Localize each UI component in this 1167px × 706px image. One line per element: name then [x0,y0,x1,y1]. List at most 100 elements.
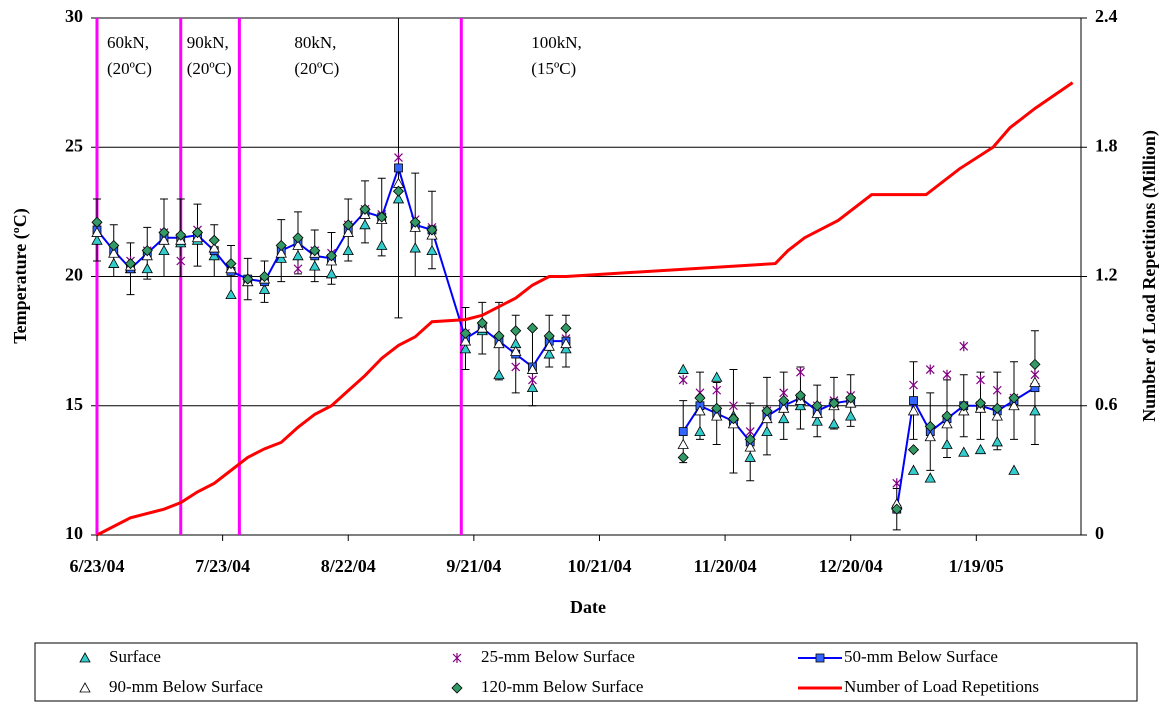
marker-triangle [141,262,153,274]
marker-triangle [778,402,790,413]
marker-diamond [778,395,790,407]
marker-triangle [924,430,936,442]
marker-diamond [891,503,903,515]
marker-triangle [292,249,304,261]
marker-diamond [924,420,936,432]
legend-marker [451,682,463,694]
marker-square [394,163,403,173]
marker-triangle [493,368,505,380]
y-tick-label: 10 [65,523,83,543]
marker-triangle [991,410,1003,421]
marker-diamond [242,273,254,285]
marker-diamond [476,317,488,329]
marker-triangle [459,335,472,346]
marker-diamond [744,433,756,445]
marker-diamond [811,400,823,412]
marker-triangle [526,363,539,374]
marker-triangle [459,343,472,354]
marker-triangle [510,345,522,356]
marker-x [729,400,738,411]
marker-triangle [543,340,555,351]
marker-triangle [677,438,689,449]
marker-diamond [677,451,689,464]
marker-triangle [91,234,103,245]
marker-diamond [907,444,920,456]
marker-triangle [560,343,572,354]
marker-diamond [175,229,187,241]
marker-diamond [958,400,970,412]
marker-triangle [711,410,723,421]
y2-tick-label: 0 [1095,523,1104,543]
marker-diamond [711,402,723,414]
marker-diamond [761,405,773,417]
marker-diamond [275,239,287,252]
marker-triangle [694,405,706,416]
x-tick-label: 10/21/04 [567,556,631,576]
marker-x [925,364,935,375]
marker-diamond [292,232,304,244]
x-tick-label: 6/23/04 [69,556,124,576]
legend-label: 50-mm Below Surface [844,647,998,666]
series-line [96,81,1074,537]
marker-x [293,263,303,274]
x-tick-label: 1/19/05 [949,556,1004,576]
marker-diamond [493,330,505,342]
x-axis-title: Date [570,597,606,617]
marker-triangle [376,239,388,250]
phase-label: (15ºC) [531,59,576,78]
phase-label: 100kN, [531,33,582,52]
marker-triangle [91,226,103,237]
marker-triangle [907,464,920,475]
marker-triangle [828,418,840,429]
marker-diamond [376,211,388,223]
marker-diamond [91,216,103,228]
y-tick-label: 15 [65,394,83,414]
marker-diamond [1029,358,1041,370]
y-tick-label: 30 [65,6,83,26]
marker-diamond [426,224,438,236]
marker-square [909,396,918,405]
legend-label: Number of Load Repetitions [844,677,1039,696]
marker-triangle [845,410,857,421]
marker-triangle [409,242,421,253]
marker-diamond [510,325,522,337]
marker-triangle [924,472,936,483]
marker-triangle [258,283,271,294]
marker-diamond [359,203,371,215]
y2-tick-label: 1.2 [1095,265,1118,285]
marker-diamond [727,413,740,425]
marker-x [176,255,186,266]
marker-diamond [208,234,220,246]
marker-diamond [941,410,953,422]
marker-diamond [258,270,271,283]
marker-diamond [409,216,421,228]
x-tick-label: 11/20/04 [694,556,757,576]
marker-triangle [778,412,790,424]
phase-label: (20ºC) [294,59,339,78]
marker-triangle [744,441,756,452]
marker-x [976,374,985,385]
phase-label: 60kN, [107,33,149,52]
x-tick-label: 7/23/04 [195,556,250,576]
marker-triangle [811,415,823,426]
marker-triangle [941,438,953,449]
marker-triangle [359,218,371,230]
marker-triangle [392,193,405,204]
x-tick-label: 9/21/04 [446,556,501,576]
legend-label: 120-mm Below Surface [481,677,643,696]
marker-triangle [543,348,555,359]
marker-triangle [974,443,987,455]
y-axis-title: Temperature (ºC) [10,208,31,343]
marker-x [909,380,918,391]
marker-x [394,152,403,163]
marker-triangle [907,405,920,416]
marker-diamond [543,330,555,342]
marker-triangle [560,337,572,349]
legend-marker [815,653,825,663]
x-tick-label: 12/20/04 [819,556,883,576]
marker-triangle [694,425,706,436]
phase-label: (20ºC) [107,59,152,78]
marker-x [796,367,805,378]
marker-diamond [141,245,153,257]
marker-triangle [208,242,220,253]
